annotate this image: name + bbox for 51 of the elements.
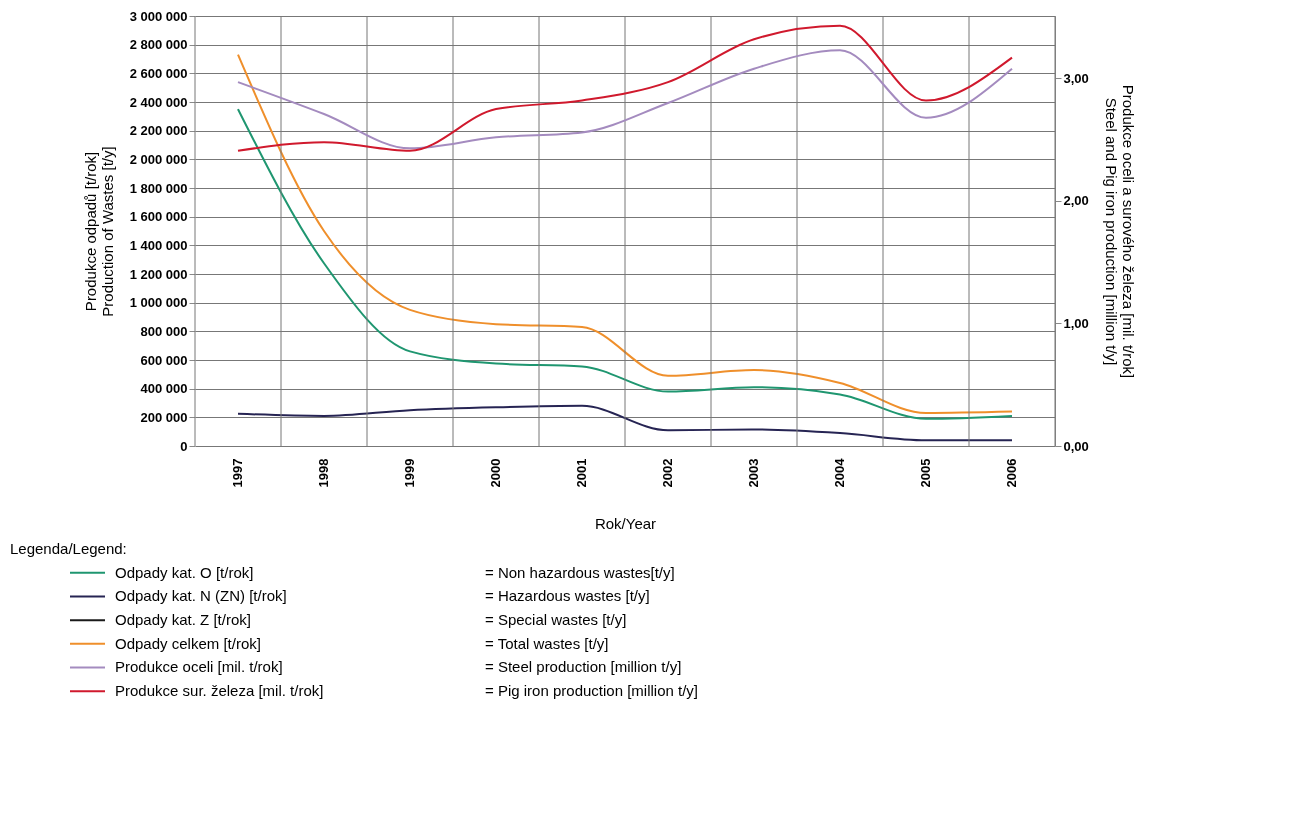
text: = Steel production [million t/y] [485, 658, 682, 676]
line-series [237, 53, 1013, 415]
y-tick-label: 800 000 [140, 323, 188, 339]
y-tick-label: 200 000 [140, 409, 188, 425]
y-tick-label: 2 200 000 [129, 123, 188, 139]
y-tick-label: 2 600 000 [129, 65, 188, 81]
x-tick-label: 2004 [832, 457, 847, 488]
y-tick-label: 1 400 000 [129, 237, 188, 253]
y2-tick-label: 1,00 [1063, 315, 1089, 331]
legend-label: Produkce oceli [mil. t/rok] [115, 658, 283, 676]
y-tick-label: 1 800 000 [129, 180, 188, 196]
y2-tick-label: 3,00 [1063, 70, 1089, 86]
x-tick-label: 2001 [574, 458, 589, 488]
legend-label: Odpady celkem [t/rok] [115, 634, 261, 652]
text: = Total wastes [t/y] [485, 634, 609, 652]
x-tick-label: 1998 [316, 458, 331, 488]
legend-title: Legenda/Legend: [10, 540, 127, 558]
legend-label: Odpady kat. Z [t/rok] [115, 611, 251, 629]
y-tick-label: 1 000 000 [129, 295, 188, 311]
legend-label: Odpady kat. N (ZN) [t/rok] [115, 587, 287, 605]
line-series [237, 49, 1013, 150]
text: = Non hazardous wastes[t/y] [485, 563, 675, 581]
text: = Special wastes [t/y] [485, 611, 627, 629]
y-tick-label: 2 400 000 [129, 94, 188, 110]
text: = Hazardous wastes [t/y] [485, 587, 650, 605]
x-tick-label: 2003 [746, 458, 761, 488]
x-tick-label: 1999 [402, 458, 417, 488]
legend-label: Produkce sur. železa [mil. t/rok] [115, 682, 324, 700]
y-tick-label: 3 000 000 [129, 8, 188, 24]
y-tick-label: 1 600 000 [129, 209, 188, 225]
y2-tick-label: 0,00 [1063, 438, 1089, 454]
y2-axis-title: Produkce oceli a surového železa [mil. t/rok] Steel and Pig iron production [million t/y] [1102, 84, 1137, 379]
x-tick-label: 2000 [488, 458, 503, 488]
y-tick-label: 600 000 [140, 352, 188, 368]
y2-tick-label: 2,00 [1063, 193, 1089, 209]
y-tick-label: 0 [180, 438, 188, 454]
line-series [237, 24, 1013, 152]
y-tick-label: 1 200 000 [129, 266, 188, 282]
y-axis-title: Produkce odpadů [t/rok] Production of Wastes [t/y] [81, 146, 116, 317]
x-tick-label: 2002 [660, 458, 675, 488]
y-tick-label: 2 000 000 [129, 151, 188, 167]
line-series [237, 108, 1013, 420]
y-tick-label: 400 000 [140, 381, 188, 397]
x-tick-label: 2005 [918, 458, 933, 488]
legend-label: Odpady kat. O [t/rok] [115, 563, 254, 581]
text: = Pig iron production [million t/y] [485, 682, 699, 700]
x-axis-title: Rok/Year [594, 515, 657, 533]
x-tick-label: 1997 [230, 458, 245, 488]
line-series [237, 404, 1013, 442]
x-tick-label: 2006 [1004, 458, 1019, 488]
y-tick-label: 2 800 000 [129, 37, 188, 53]
